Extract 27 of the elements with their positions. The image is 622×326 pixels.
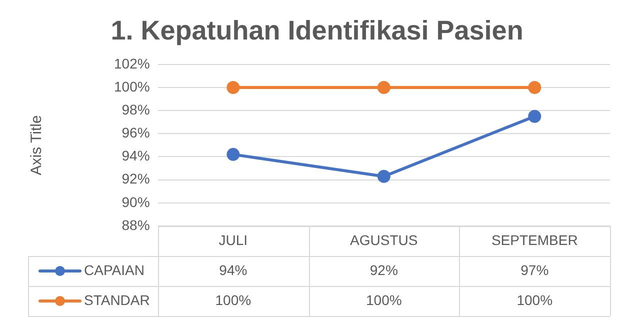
y-tick-label: 88% [122,216,150,233]
legend-label: STANDAR [84,292,150,308]
y-tick-label: 94% [122,148,150,164]
data-label: 92% [370,262,398,278]
data-label: 100% [215,292,252,308]
legend-label: CAPAIAN [84,262,144,278]
data-label: 94% [219,262,248,278]
x-tick-label: SEPTEMBER [491,232,578,248]
data-label: 100% [516,292,553,308]
y-tick-label: 92% [122,170,150,187]
data-label: 97% [520,262,549,278]
y-tick-label: 90% [122,194,150,210]
point [377,170,390,183]
point [226,148,240,161]
chart-title: 1. Kepatuhan Identifikasi Pasien [110,16,524,46]
point [226,80,240,94]
y-axis-title: Axis Title [28,115,46,176]
x-tick-label: JULI [218,232,248,248]
point [528,80,542,94]
point [377,80,390,94]
y-tick-label: 96% [122,124,150,141]
data-label: 100% [366,292,402,308]
y-tick-label: 102% [114,55,150,72]
point [528,110,542,123]
y-tick-label: 100% [114,78,150,94]
x-tick-label: AGUSTUS [350,232,418,248]
y-tick-label: 98% [122,101,150,118]
